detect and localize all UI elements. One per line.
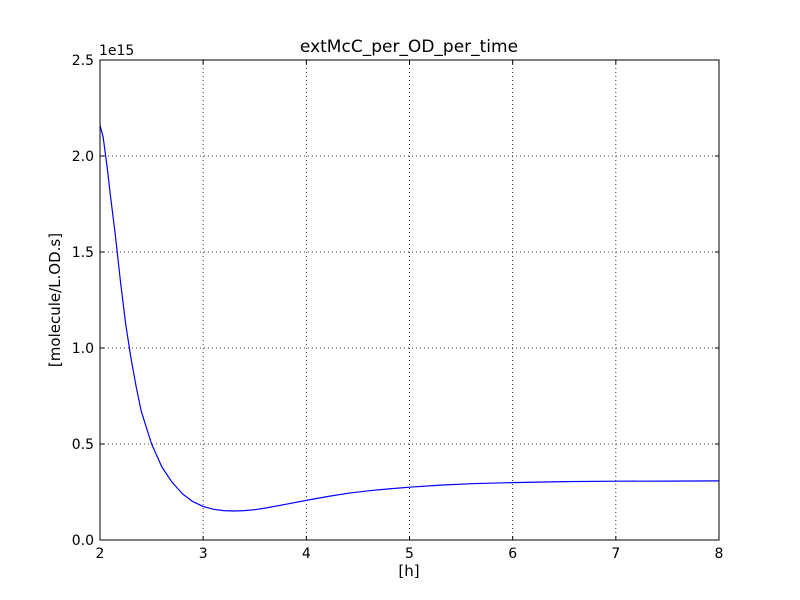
y-tick-label: 2.5 [72,53,94,69]
series-line-0 [99,125,720,512]
y-axis-label: [molecule/L.OD.s] [46,233,64,367]
y-tick-label: 0.0 [72,533,94,549]
y-tick-label: 0.5 [72,437,94,453]
x-tick-label: 4 [302,546,311,562]
x-tick-label: 5 [405,546,414,562]
x-tick-label: 7 [611,546,620,562]
ticks: 2 3 4 5 6 7 8 0.0 0.5 1.0 1.5 2.0 2.5 [72,53,724,562]
x-axis-label: [h] [398,562,419,580]
x-tick-label: 6 [508,546,517,562]
y-tick-label: 1.5 [72,245,94,261]
series-layer [99,125,720,512]
x-tick-label: 8 [715,546,724,562]
y-tick-label: 1.0 [72,341,94,357]
y-tick-label: 2.0 [72,149,94,165]
y-offset-label: 1e15 [99,43,134,59]
x-tick-label: 2 [96,546,105,562]
grid [100,60,719,540]
chart-title: extMcC_per_OD_per_time [300,37,518,57]
x-tick-label: 3 [199,546,208,562]
